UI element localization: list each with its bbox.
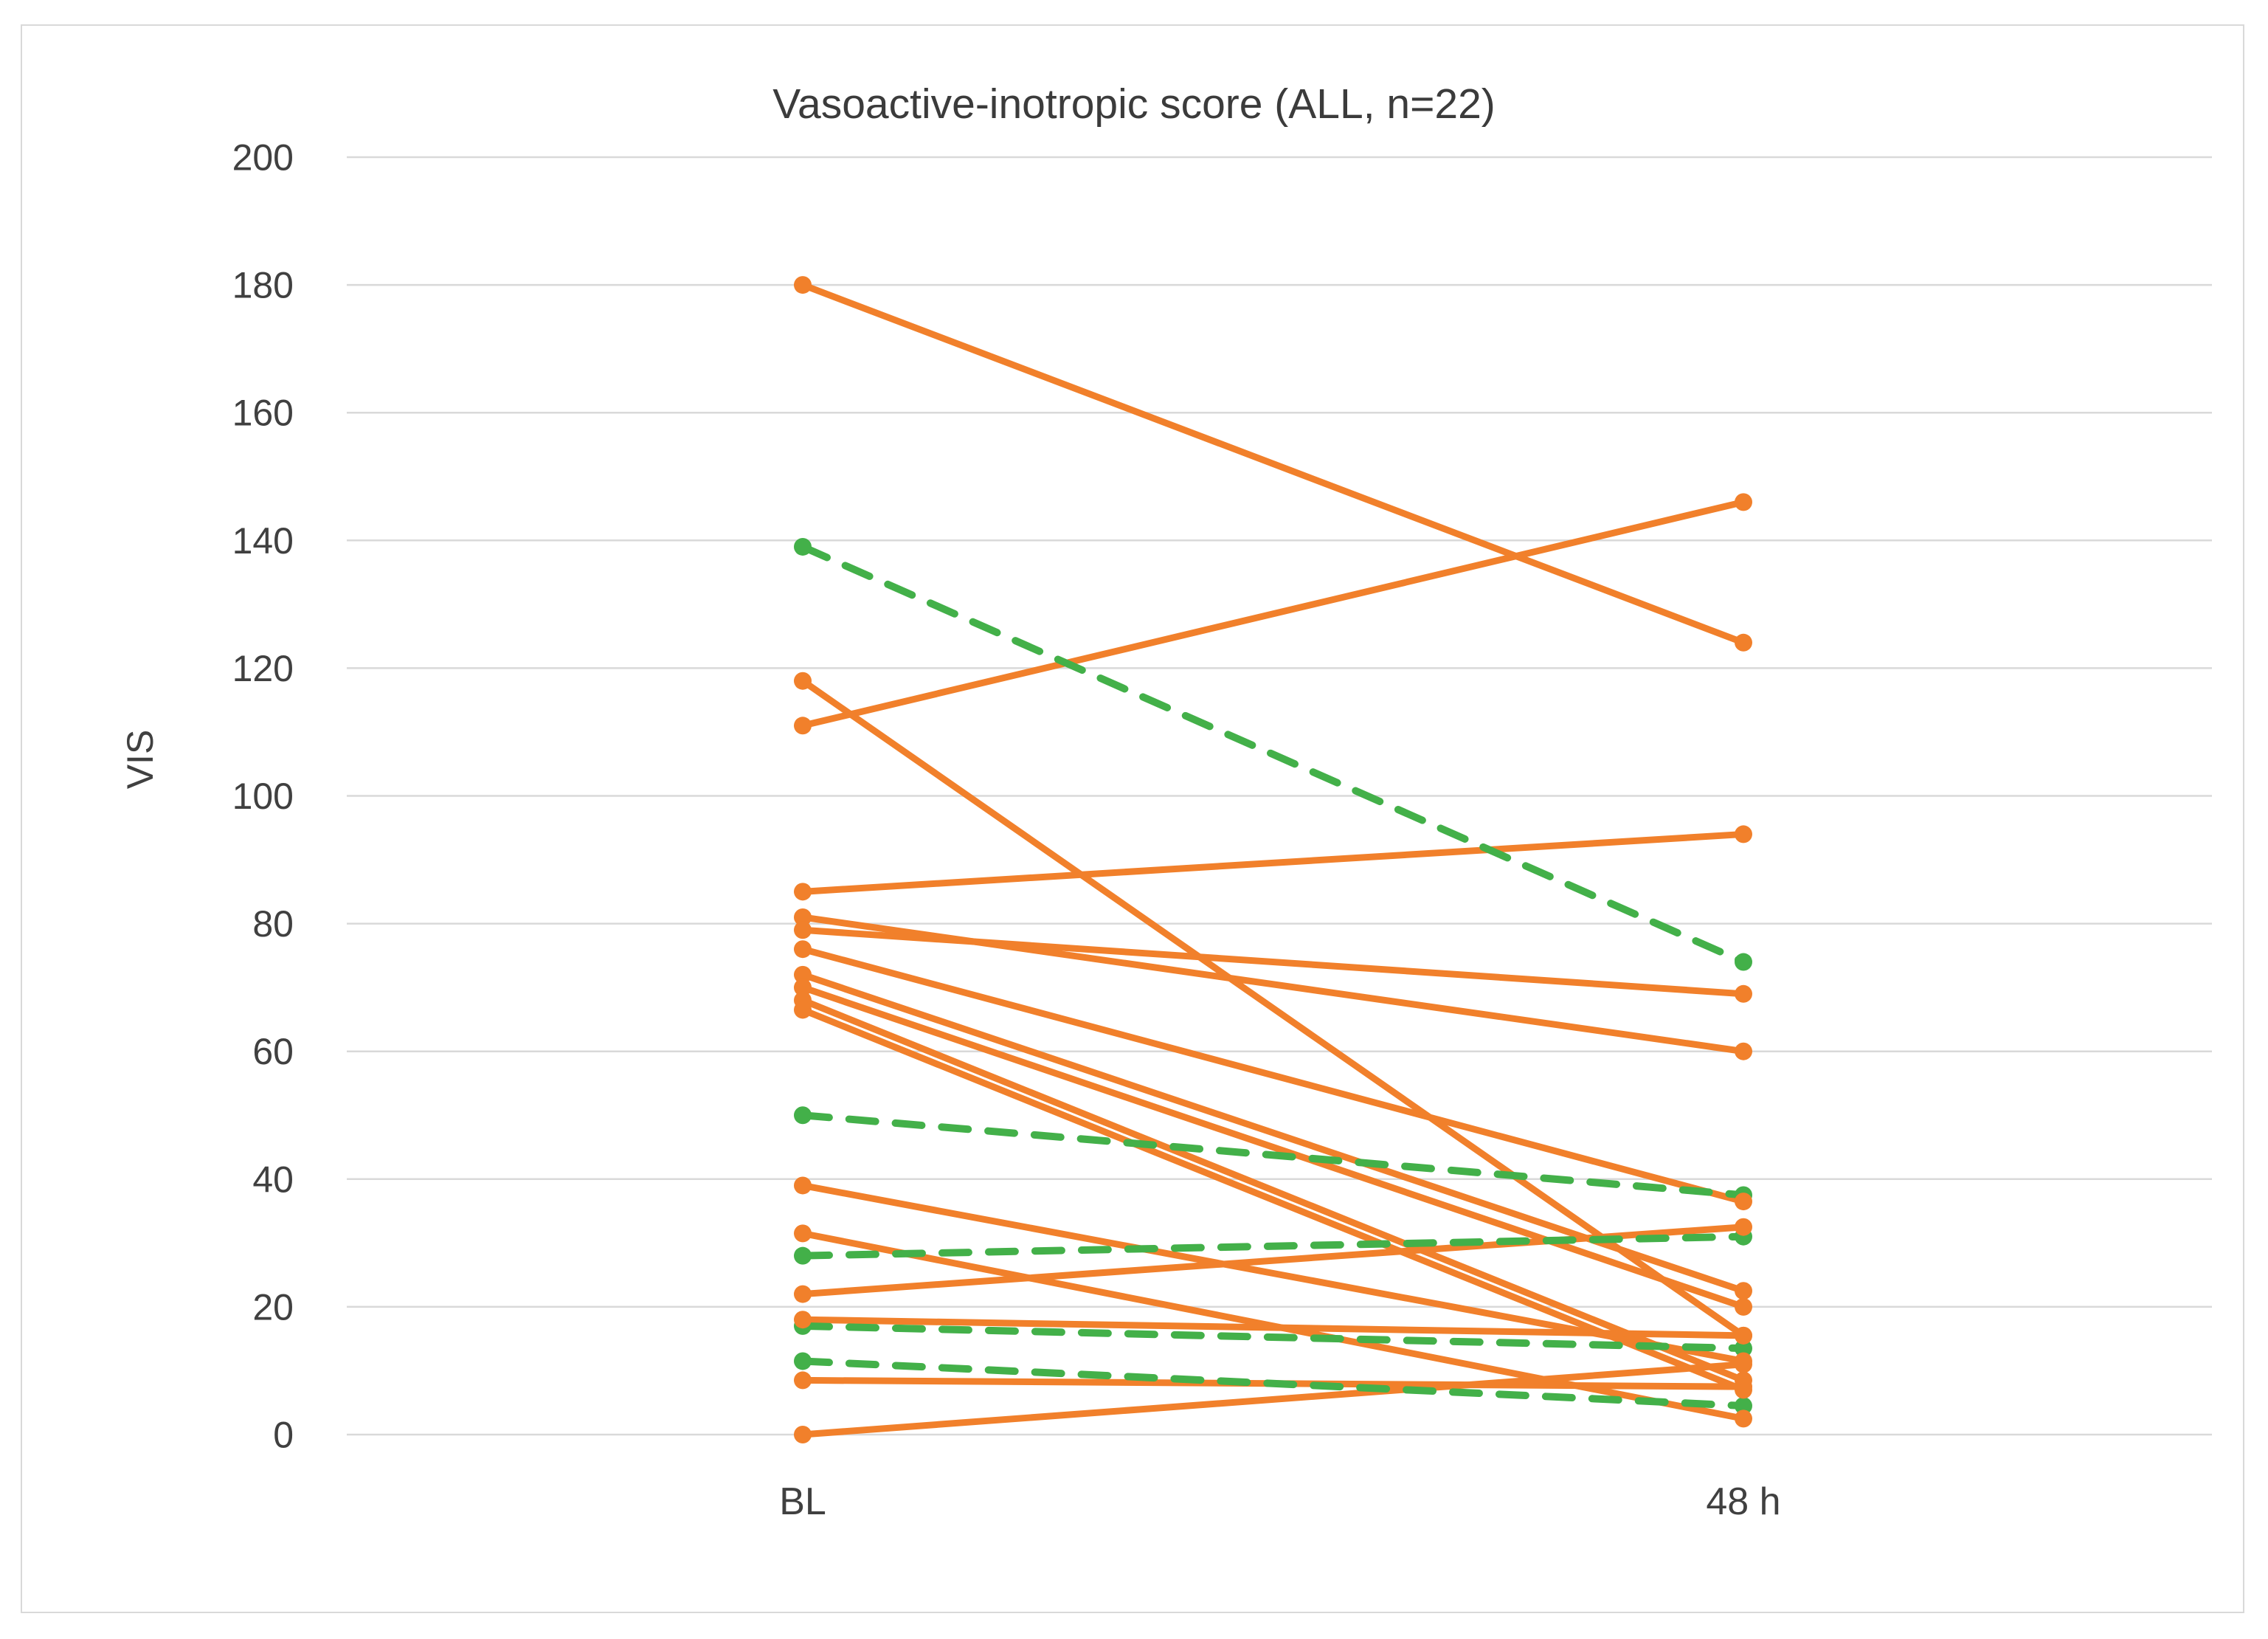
- marker-solid-11-bl: [794, 1176, 812, 1195]
- marker-solid-12-48h: [1735, 1409, 1752, 1428]
- y-tick-label-80: 80: [252, 903, 294, 945]
- marker-solid-2-bl: [794, 717, 812, 735]
- patient-line-solid-14: [799, 1316, 1747, 1339]
- y-tick-label-140: 140: [232, 520, 294, 562]
- patient-line-solid-8: [799, 984, 1747, 1311]
- y-tick-label-40: 40: [252, 1159, 294, 1200]
- y-tick-label-160: 160: [232, 393, 294, 434]
- patient-line-solid-10: [799, 1006, 1747, 1393]
- x-category-label-bl: BL: [779, 1480, 826, 1523]
- patient-line-solid-9: [799, 996, 1747, 1384]
- marker-dashed-3-48h: [1735, 1339, 1752, 1358]
- y-tick-label-100: 100: [232, 776, 294, 817]
- marker-solid-6-48h: [1735, 1193, 1752, 1211]
- chart-title: Vasoactive-inotropic score (ALL, n=22): [772, 80, 1496, 128]
- y-tick-label-60: 60: [252, 1031, 294, 1072]
- patient-line-dashed-0: [799, 542, 1747, 966]
- marker-solid-4-bl: [794, 908, 812, 926]
- marker-solid-2-48h: [1735, 493, 1752, 511]
- marker-solid-8-bl: [794, 979, 812, 997]
- y-tick-label-180: 180: [232, 265, 294, 306]
- marker-dashed-0-48h: [1735, 953, 1752, 971]
- patient-line-solid-6: [799, 945, 1747, 1205]
- marker-solid-8-48h: [1735, 1297, 1752, 1316]
- marker-dashed-1-bl: [794, 1106, 812, 1125]
- marker-solid-16-48h: [1735, 1355, 1752, 1373]
- marker-solid-12-bl: [794, 1224, 812, 1243]
- marker-solid-10-bl: [794, 1001, 812, 1019]
- marker-dashed-4-48h: [1735, 1397, 1752, 1415]
- marker-dashed-4-bl: [794, 1352, 812, 1370]
- marker-solid-13-48h: [1735, 1218, 1752, 1236]
- patient-line-solid-13: [799, 1224, 1747, 1298]
- patient-line-dashed-4: [799, 1357, 1747, 1410]
- patient-line-solid-16: [799, 1361, 1747, 1438]
- marker-solid-5-bl: [794, 921, 812, 939]
- y-tick-label-120: 120: [232, 648, 294, 689]
- marker-solid-14-48h: [1735, 1326, 1752, 1345]
- marker-solid-15-48h: [1735, 1378, 1752, 1396]
- marker-solid-3-bl: [794, 883, 812, 901]
- y-tick-label-0: 0: [273, 1415, 294, 1456]
- x-category-label-48h: 48 h: [1706, 1480, 1780, 1523]
- patient-line-solid-5: [799, 926, 1747, 998]
- marker-solid-5-48h: [1735, 984, 1752, 1003]
- patient-line-solid-0: [799, 281, 1747, 646]
- marker-solid-0-48h: [1735, 633, 1752, 652]
- marker-dashed-2-bl: [794, 1246, 812, 1265]
- marker-solid-7-bl: [794, 965, 812, 984]
- marker-solid-14-bl: [794, 1311, 812, 1329]
- patient-line-dashed-1: [799, 1111, 1747, 1199]
- chart-border: [21, 24, 2244, 1613]
- patient-line-solid-3: [799, 830, 1747, 895]
- marker-solid-6-bl: [794, 940, 812, 959]
- patient-line-solid-2: [799, 498, 1747, 729]
- y-tick-label-20: 20: [252, 1286, 294, 1328]
- marker-solid-4-48h: [1735, 1042, 1752, 1060]
- marker-solid-13-bl: [794, 1285, 812, 1303]
- marker-solid-15-bl: [794, 1371, 812, 1390]
- marker-dashed-0-bl: [794, 537, 812, 556]
- marker-solid-3-48h: [1735, 825, 1752, 843]
- patient-line-dashed-3: [799, 1322, 1747, 1353]
- marker-solid-16-bl: [794, 1426, 812, 1443]
- y-tick-label-200: 200: [232, 137, 294, 179]
- patient-line-solid-1: [799, 677, 1747, 1339]
- marker-solid-0-bl: [794, 276, 812, 294]
- patient-line-dashed-2: [799, 1232, 1747, 1260]
- marker-solid-1-bl: [794, 672, 812, 690]
- marker-solid-7-48h: [1735, 1282, 1752, 1300]
